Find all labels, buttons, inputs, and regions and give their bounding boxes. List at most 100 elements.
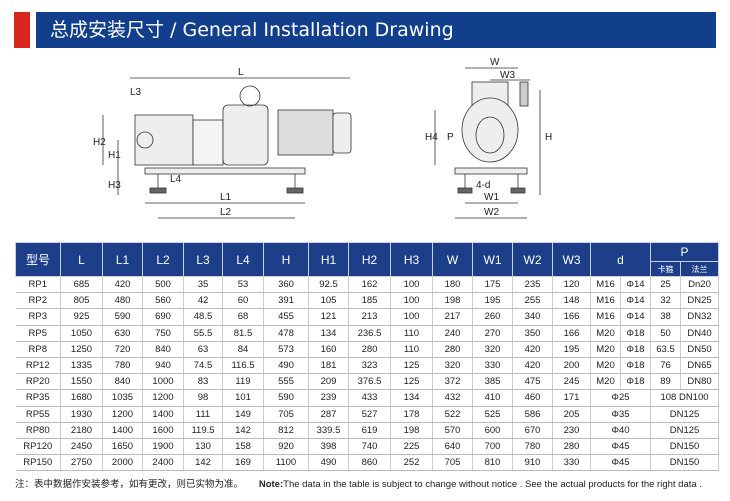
table-cell: 570 bbox=[432, 422, 473, 439]
table-cell: 280 bbox=[552, 438, 591, 456]
dim-L: L bbox=[238, 67, 244, 78]
table-cell: 110 bbox=[390, 325, 433, 342]
table-cell: 805 bbox=[60, 292, 103, 310]
table-cell: RP20 bbox=[15, 373, 61, 391]
table-cell: M16 bbox=[590, 276, 621, 294]
table-cell: 89 bbox=[650, 373, 681, 391]
table-cell: 705 bbox=[432, 454, 473, 472]
col-header: H1 bbox=[308, 242, 349, 277]
table-cell: 920 bbox=[263, 438, 309, 456]
table-cell: 490 bbox=[263, 357, 309, 375]
table-cell: 230 bbox=[552, 422, 591, 439]
table-cell: 108 DN100 bbox=[650, 389, 720, 407]
table-cell: Φ25 bbox=[590, 389, 651, 407]
table-cell: 1650 bbox=[102, 438, 143, 456]
table-cell: Φ45 bbox=[590, 454, 651, 472]
table-cell: DN65 bbox=[680, 357, 720, 375]
table-cell: 685 bbox=[60, 276, 103, 294]
table-cell: 330 bbox=[472, 357, 513, 375]
table-cell: 940 bbox=[142, 357, 184, 375]
table-cell: 171 bbox=[552, 389, 591, 407]
table-cell: RP5 bbox=[15, 325, 61, 342]
table-cell: 323 bbox=[348, 357, 391, 375]
table-cell: 98 bbox=[183, 389, 223, 407]
table-cell: 130 bbox=[183, 438, 223, 456]
table-cell: M20 bbox=[590, 357, 621, 375]
col-subheader: 卡箍 bbox=[650, 261, 681, 277]
table-cell: 68 bbox=[222, 308, 264, 326]
table-cell: 455 bbox=[263, 308, 309, 326]
table-cell: 134 bbox=[308, 325, 349, 342]
table-cell: 1400 bbox=[102, 422, 143, 439]
table-cell: 705 bbox=[263, 406, 309, 423]
table-cell: Φ35 bbox=[590, 406, 651, 423]
table-cell: 60 bbox=[222, 292, 264, 310]
table-cell: 2450 bbox=[60, 438, 103, 456]
table-cell: 478 bbox=[263, 325, 309, 342]
table-cell: 260 bbox=[472, 308, 513, 326]
table-cell: 810 bbox=[472, 454, 513, 472]
table-cell: 1250 bbox=[60, 341, 103, 358]
note-cn: 注：表中数据作安装参考，如有更改，则已实物为准。 bbox=[15, 479, 244, 490]
table-cell: 480 bbox=[102, 292, 143, 310]
note-en-label: Note: bbox=[258, 479, 284, 490]
table-cell: 166 bbox=[552, 308, 591, 326]
table-cell: 840 bbox=[142, 341, 184, 358]
table-row: RP150 2750 2000 2400 142 169 1100 490 860 252 705 8… bbox=[15, 454, 720, 472]
table-cell: 116.5 bbox=[222, 357, 264, 375]
table-cell: 205 bbox=[552, 406, 591, 423]
table-cell: DN80 bbox=[680, 373, 720, 391]
table-cell: 1600 bbox=[142, 422, 184, 439]
table-row: RP120 2450 1650 1900 130 158 920 398 740 225 640 70… bbox=[15, 438, 720, 456]
table-cell: 320 bbox=[472, 341, 513, 358]
table-cell: 1400 bbox=[142, 406, 184, 423]
table-cell: 2180 bbox=[60, 422, 103, 439]
table-cell: 376.5 bbox=[348, 373, 391, 391]
col-header: H2 bbox=[348, 242, 391, 277]
dim-L4: L4 bbox=[170, 174, 182, 185]
table-cell: DN150 bbox=[650, 438, 720, 456]
dim-W2: W2 bbox=[484, 207, 499, 218]
footnote: 注：表中数据作安装参考，如有更改，则已实物为准。 Note:The data i… bbox=[15, 476, 725, 490]
dim-H4: H4 bbox=[425, 132, 438, 143]
header-row: 型号 L L1 L2 L3 L4 H H1 H2 H3 W W1 W2 W3 d P bbox=[15, 242, 720, 277]
table-cell: 149 bbox=[222, 406, 264, 423]
table-cell: 860 bbox=[348, 454, 391, 472]
table-row: RP55 1930 1200 1400 111 149 705 287 527 178 522 525… bbox=[15, 406, 720, 423]
table-cell: 111 bbox=[183, 406, 223, 423]
col-header: L2 bbox=[142, 242, 184, 277]
table-cell: 255 bbox=[512, 292, 553, 310]
table-cell: 110 bbox=[390, 341, 433, 358]
table-cell: 1200 bbox=[142, 389, 184, 407]
table-cell: 119 bbox=[222, 373, 264, 391]
table-cell: 245 bbox=[552, 373, 591, 391]
table-cell: 910 bbox=[512, 454, 553, 472]
table-cell: 280 bbox=[348, 341, 391, 358]
table-cell: 555 bbox=[263, 373, 309, 391]
table-cell: Φ40 bbox=[590, 422, 651, 439]
table-cell: RP35 bbox=[15, 389, 61, 407]
table-cell: M20 bbox=[590, 341, 621, 358]
table-cell: RP150 bbox=[15, 454, 61, 472]
table-cell: Φ18 bbox=[620, 357, 651, 375]
dim-L2: L2 bbox=[220, 207, 232, 218]
table-cell: 166 bbox=[552, 325, 591, 342]
table-cell: 32 bbox=[650, 292, 681, 310]
note-en: The data in the table is subject to chan… bbox=[283, 479, 702, 490]
table-cell: 125 bbox=[390, 373, 433, 391]
table-cell: 101 bbox=[222, 389, 264, 407]
table-cell: 500 bbox=[142, 276, 184, 294]
table-cell: 560 bbox=[142, 292, 184, 310]
table-cell: 398 bbox=[308, 438, 349, 456]
table-cell: 185 bbox=[348, 292, 391, 310]
table-cell: Φ14 bbox=[620, 308, 651, 326]
table-cell: Φ18 bbox=[620, 341, 651, 358]
table-cell: 590 bbox=[102, 308, 143, 326]
col-subheader: 法兰 bbox=[679, 261, 720, 277]
table-cell: 180 bbox=[432, 276, 473, 294]
table-cell: 490 bbox=[308, 454, 349, 472]
table-cell: 84 bbox=[222, 341, 264, 358]
table-cell: RP2 bbox=[15, 292, 61, 310]
table-cell: 42 bbox=[183, 292, 223, 310]
table-cell: 840 bbox=[102, 373, 143, 391]
